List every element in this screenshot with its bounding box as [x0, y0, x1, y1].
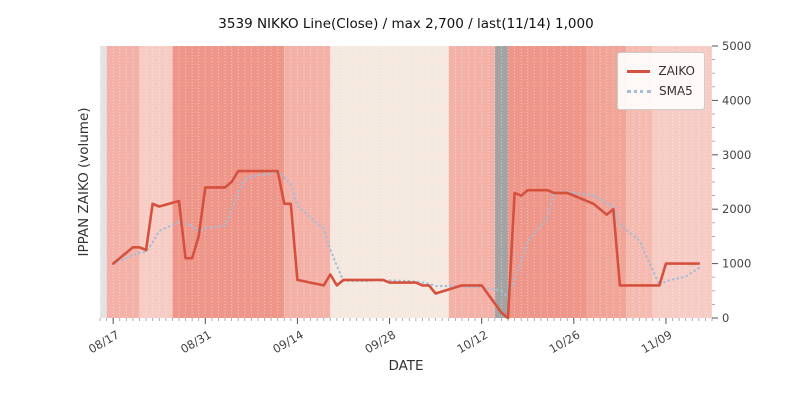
x-tick-label: 10/26	[547, 327, 583, 356]
legend-item-sma5: SMA5	[627, 81, 695, 101]
y-tick-label: 2000	[722, 202, 751, 216]
x-tick-label: 11/09	[639, 327, 675, 356]
y-tick-label: 0	[722, 311, 729, 325]
y-tick-label: 1000	[722, 257, 751, 271]
background-band	[448, 46, 495, 318]
x-axis-label: DATE	[388, 358, 424, 374]
x-tick-label: 09/28	[362, 327, 398, 356]
y-axis-label: IPPAN ZAIKO (volume)	[76, 107, 92, 257]
y-tick-label: 4000	[722, 93, 751, 107]
legend-item-zaiko: ZAIKO	[627, 61, 695, 81]
legend-label-zaiko: ZAIKO	[658, 64, 695, 78]
sma5-line-sample	[627, 89, 651, 93]
x-tick-label: 08/17	[86, 327, 122, 356]
background-band	[172, 46, 285, 318]
zaiko-line	[111, 169, 701, 320]
chart-title: 3539 NIKKO Line(Close) / max 2,700 / las…	[218, 16, 594, 32]
background-band	[106, 46, 140, 318]
background-band	[139, 46, 173, 318]
background-band	[330, 46, 449, 318]
x-tick-label: 10/12	[454, 327, 490, 356]
background-band	[100, 46, 107, 318]
background-band	[508, 46, 587, 318]
legend: ZAIKO SMA5	[617, 52, 705, 110]
background-band	[494, 46, 508, 318]
sma5-line	[112, 169, 700, 300]
y-tick-label: 5000	[722, 39, 751, 53]
y-tick-label: 3000	[722, 148, 751, 162]
background-band	[284, 46, 331, 318]
zaiko-line-sample	[627, 69, 651, 73]
x-tick-label: 09/14	[270, 327, 306, 356]
legend-label-sma5: SMA5	[659, 84, 693, 98]
x-tick-label: 08/31	[178, 327, 214, 356]
